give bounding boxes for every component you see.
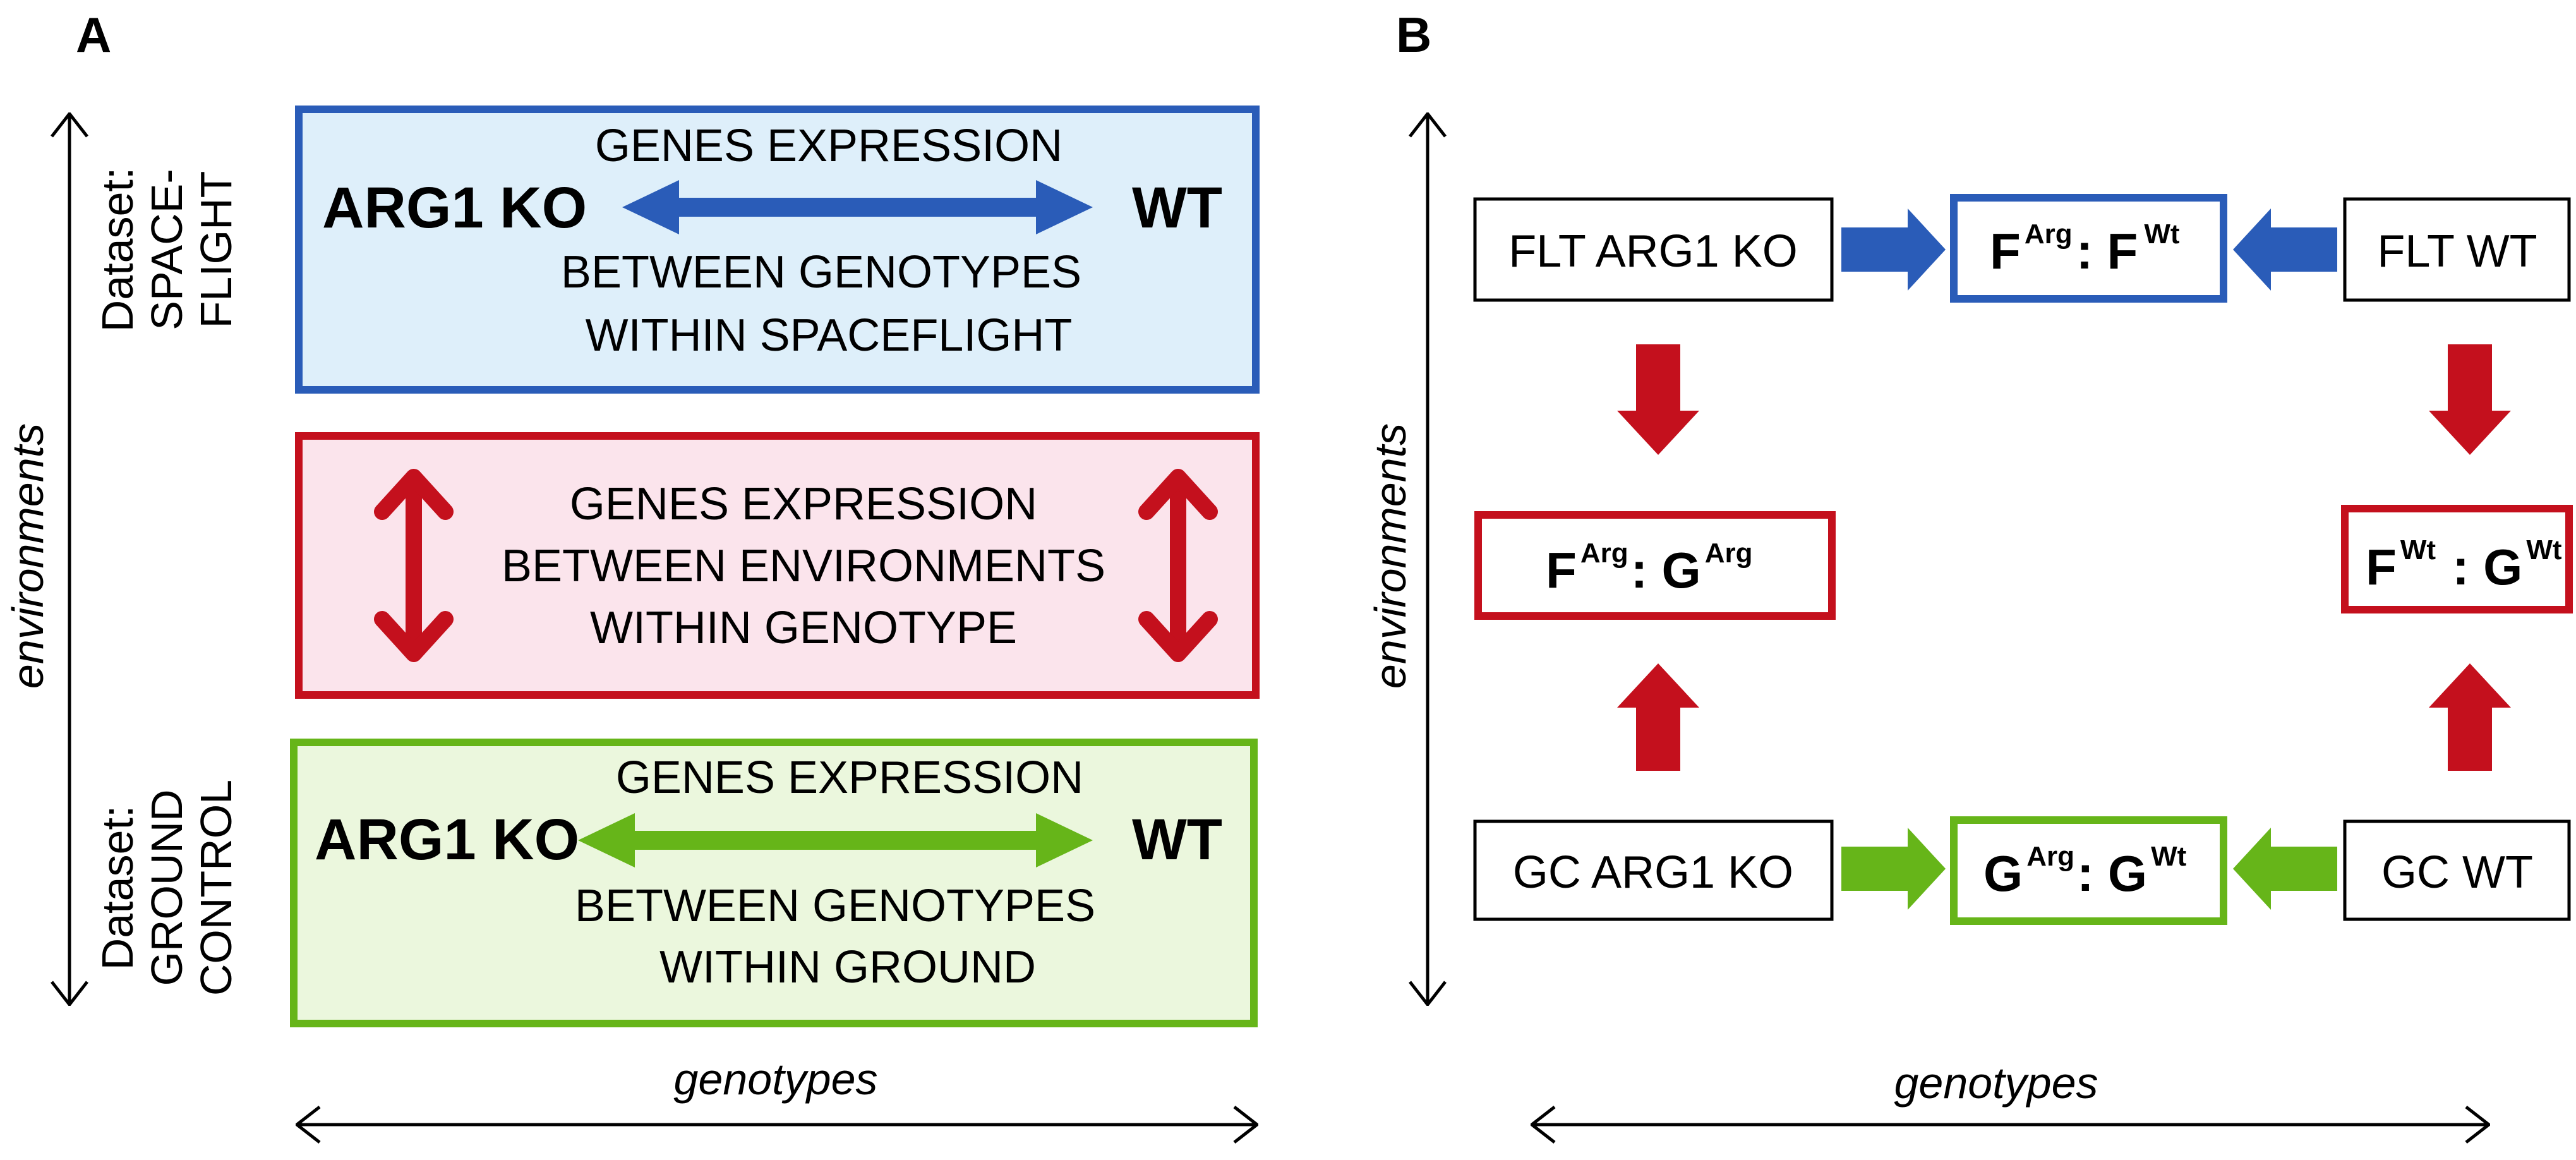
dataset-spaceflight-line2: SPACE-	[142, 169, 191, 330]
formula-bottom-base1: G	[1983, 845, 2023, 902]
formula-top-box: F Arg: F Wt	[1954, 198, 2224, 299]
formula-right-sep: :	[2438, 539, 2483, 595]
formula-bottom-base2: G	[2108, 845, 2147, 902]
arrow-flt-arg1-to-top-formula	[1841, 208, 1946, 291]
formula-left-sup1: Arg	[1580, 538, 1628, 569]
panel-b-label: B	[1396, 7, 1431, 63]
environment-box: GENES EXPRESSION BETWEEN ENVIRONMENTS WI…	[299, 436, 1256, 695]
node-gc-arg1-ko: GC ARG1 KO	[1475, 821, 1832, 919]
dataset-ground-line2: GROUND	[142, 789, 191, 986]
ground-arg1ko-label: ARG1 KO	[315, 807, 579, 872]
node-flt-wt: FLT WT	[2345, 199, 2569, 300]
panel-b-genotypes-label: genotypes	[1894, 1058, 2098, 1108]
ground-box-line1: GENES EXPRESSION	[616, 752, 1083, 803]
panel-a: A environments genotypes Dataset: SPACE-…	[3, 7, 1257, 1125]
ground-box-line3: WITHIN GROUND	[659, 942, 1036, 993]
spaceflight-box-line2: BETWEEN GENOTYPES	[561, 247, 1081, 298]
node-gc-wt: GC WT	[2345, 821, 2569, 919]
environment-box-line2: BETWEEN ENVIRONMENTS	[502, 541, 1105, 591]
node-flt-wt-label: FLT WT	[2377, 226, 2537, 277]
formula-left-sep: :	[1631, 542, 1662, 598]
arrow-flt-arg1-to-left-formula	[1617, 344, 1699, 455]
panel-a-genotypes-label: genotypes	[673, 1054, 877, 1104]
formula-right-box: F Wt : G Wt	[2345, 509, 2569, 610]
arrow-gc-wt-to-bottom-formula	[2233, 828, 2337, 910]
arrow-gc-wt-to-right-formula	[2429, 663, 2511, 771]
ground-wt-label: WT	[1132, 807, 1222, 872]
arrow-gc-arg1-to-left-formula	[1617, 663, 1699, 771]
formula-right-sup1: Wt	[2400, 535, 2436, 565]
formula-top-base1: F	[1990, 223, 2021, 279]
panel-b: B environments genotypes FLT ARG1 KO FLT…	[1366, 7, 2569, 1125]
panel-a-label: A	[76, 7, 111, 63]
formula-left-sup2: Arg	[1705, 538, 1753, 569]
formula-bottom-box: G Arg: G Wt	[1954, 820, 2224, 921]
formula-right-sup2: Wt	[2526, 535, 2562, 565]
formula-top-sup2: Wt	[2144, 219, 2180, 250]
formula-left-base2: G	[1662, 542, 1701, 598]
dataset-spaceflight-line1: Dataset:	[93, 167, 142, 332]
arrow-gc-arg1-to-bottom-formula	[1841, 828, 1946, 910]
dataset-spaceflight-label: Dataset: SPACE- FLIGHT	[93, 167, 241, 332]
formula-bottom-sep: :	[2077, 845, 2108, 902]
panel-a-environments-label: environments	[3, 423, 52, 689]
spaceflight-arg1ko-label: ARG1 KO	[322, 176, 587, 240]
node-gc-arg1-ko-label: GC ARG1 KO	[1513, 847, 1793, 898]
formula-right-base2: G	[2483, 539, 2522, 595]
formula-top-sep: :	[2076, 223, 2107, 279]
spaceflight-box-line3: WITHIN SPACEFLIGHT	[586, 310, 1073, 361]
node-flt-arg1-ko-label: FLT ARG1 KO	[1508, 226, 1798, 277]
spaceflight-genotype-box: GENES EXPRESSION ARG1 KO WT BETWEEN GENO…	[299, 109, 1256, 390]
spaceflight-box-line1: GENES EXPRESSION	[595, 121, 1062, 171]
environment-box-line1: GENES EXPRESSION	[570, 479, 1037, 529]
dataset-ground-line3: CONTROL	[191, 780, 241, 996]
node-gc-wt-label: GC WT	[2381, 847, 2533, 898]
dataset-ground-line1: Dataset:	[93, 806, 142, 970]
dataset-spaceflight-line3: FLIGHT	[191, 171, 241, 329]
formula-bottom-sup1: Arg	[2026, 841, 2074, 872]
dataset-ground-label: Dataset: GROUND CONTROL	[93, 780, 241, 996]
ground-box-line2: BETWEEN GENOTYPES	[575, 881, 1095, 931]
ground-genotype-box: GENES EXPRESSION ARG1 KO WT BETWEEN GENO…	[294, 742, 1254, 1024]
formula-bottom-sup2: Wt	[2151, 841, 2187, 872]
spaceflight-wt-label: WT	[1132, 176, 1222, 240]
formula-top-base2: F	[2107, 223, 2138, 279]
node-flt-arg1-ko: FLT ARG1 KO	[1475, 199, 1832, 300]
formula-right-base1: F	[2366, 539, 2397, 595]
panel-b-environments-label: environments	[1366, 423, 1415, 689]
environment-box-line3: WITHIN GENOTYPE	[590, 603, 1017, 653]
formula-top-sup1: Arg	[2025, 219, 2073, 250]
formula-left-base1: F	[1546, 542, 1577, 598]
arrow-flt-wt-to-top-formula	[2233, 208, 2337, 291]
formula-left-box: F Arg: G Arg	[1478, 515, 1832, 616]
arrow-flt-wt-to-right-formula	[2429, 344, 2511, 455]
